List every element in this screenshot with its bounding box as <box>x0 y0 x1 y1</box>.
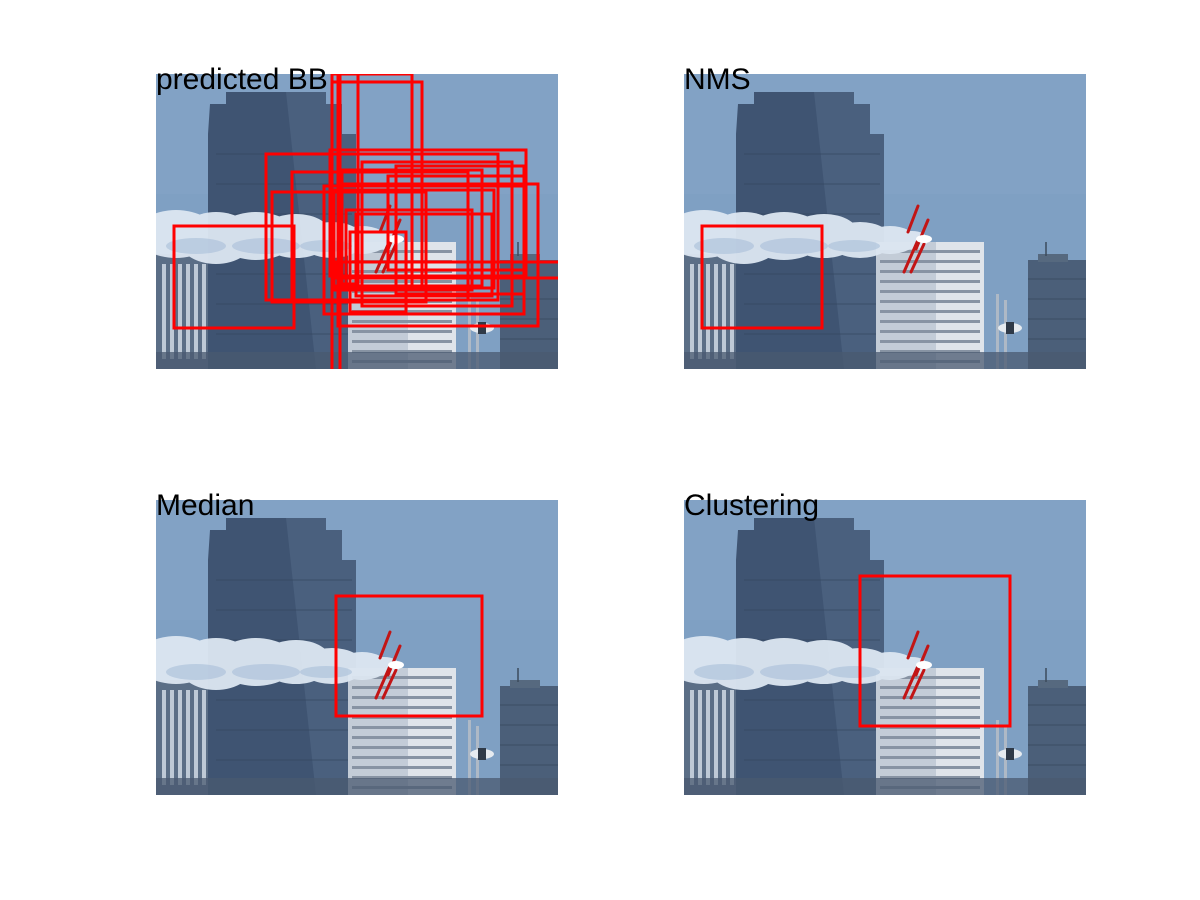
panel-title: Clustering <box>684 489 819 522</box>
predicted-boxes <box>172 74 558 369</box>
panel-clustering: Clustering <box>684 489 1086 795</box>
panel-image <box>156 500 558 795</box>
bounding-box <box>334 260 558 280</box>
bounding-box <box>332 188 496 290</box>
bounding-box <box>386 174 528 272</box>
bounding-box <box>336 74 360 286</box>
bounding-box <box>344 208 474 292</box>
bounding-box <box>360 160 514 308</box>
bounding-box <box>334 594 484 718</box>
panel-image <box>684 500 1086 795</box>
panel-image <box>684 74 1086 369</box>
panel-title: predicted BB <box>156 63 328 96</box>
bounding-box <box>330 74 342 369</box>
bounding-box <box>348 230 408 314</box>
nms-boxes <box>700 224 824 330</box>
bounding-box <box>700 224 824 330</box>
bounding-box <box>322 184 526 316</box>
bounding-box <box>858 574 1012 728</box>
panel-title: Median <box>156 489 254 522</box>
bounding-box <box>354 212 494 298</box>
panel-predicted-bb: predicted BB <box>156 63 558 369</box>
panel-title: NMS <box>684 63 751 96</box>
panel-median: Median <box>156 489 558 795</box>
bounding-box <box>290 170 470 302</box>
bounding-box <box>172 224 296 330</box>
panel-nms: NMS <box>684 63 1086 369</box>
